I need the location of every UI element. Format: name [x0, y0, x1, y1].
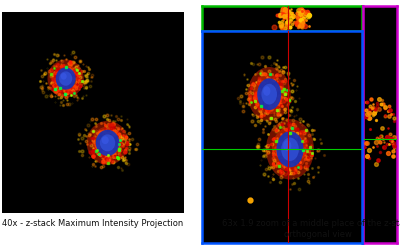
Circle shape: [59, 71, 72, 86]
Circle shape: [56, 67, 76, 90]
Ellipse shape: [248, 67, 291, 121]
Circle shape: [96, 130, 119, 156]
Circle shape: [263, 86, 270, 96]
Text: 40x - z-stack Maximum Intensity Projection: 40x - z-stack Maximum Intensity Projecti…: [2, 219, 183, 228]
Circle shape: [281, 138, 299, 161]
Circle shape: [262, 84, 277, 105]
Ellipse shape: [87, 121, 128, 165]
Circle shape: [100, 134, 115, 151]
Ellipse shape: [48, 60, 84, 98]
Circle shape: [283, 140, 291, 151]
Ellipse shape: [266, 119, 314, 180]
Ellipse shape: [253, 74, 285, 114]
Ellipse shape: [52, 64, 79, 93]
Circle shape: [257, 78, 281, 110]
Circle shape: [276, 131, 304, 167]
Ellipse shape: [92, 127, 123, 159]
Circle shape: [61, 73, 67, 80]
Circle shape: [102, 136, 109, 144]
Ellipse shape: [272, 127, 308, 172]
Text: 63x 1.9 zoom of a middle place of the z-stack
orthogonal view: 63x 1.9 zoom of a middle place of the z-…: [222, 219, 400, 239]
